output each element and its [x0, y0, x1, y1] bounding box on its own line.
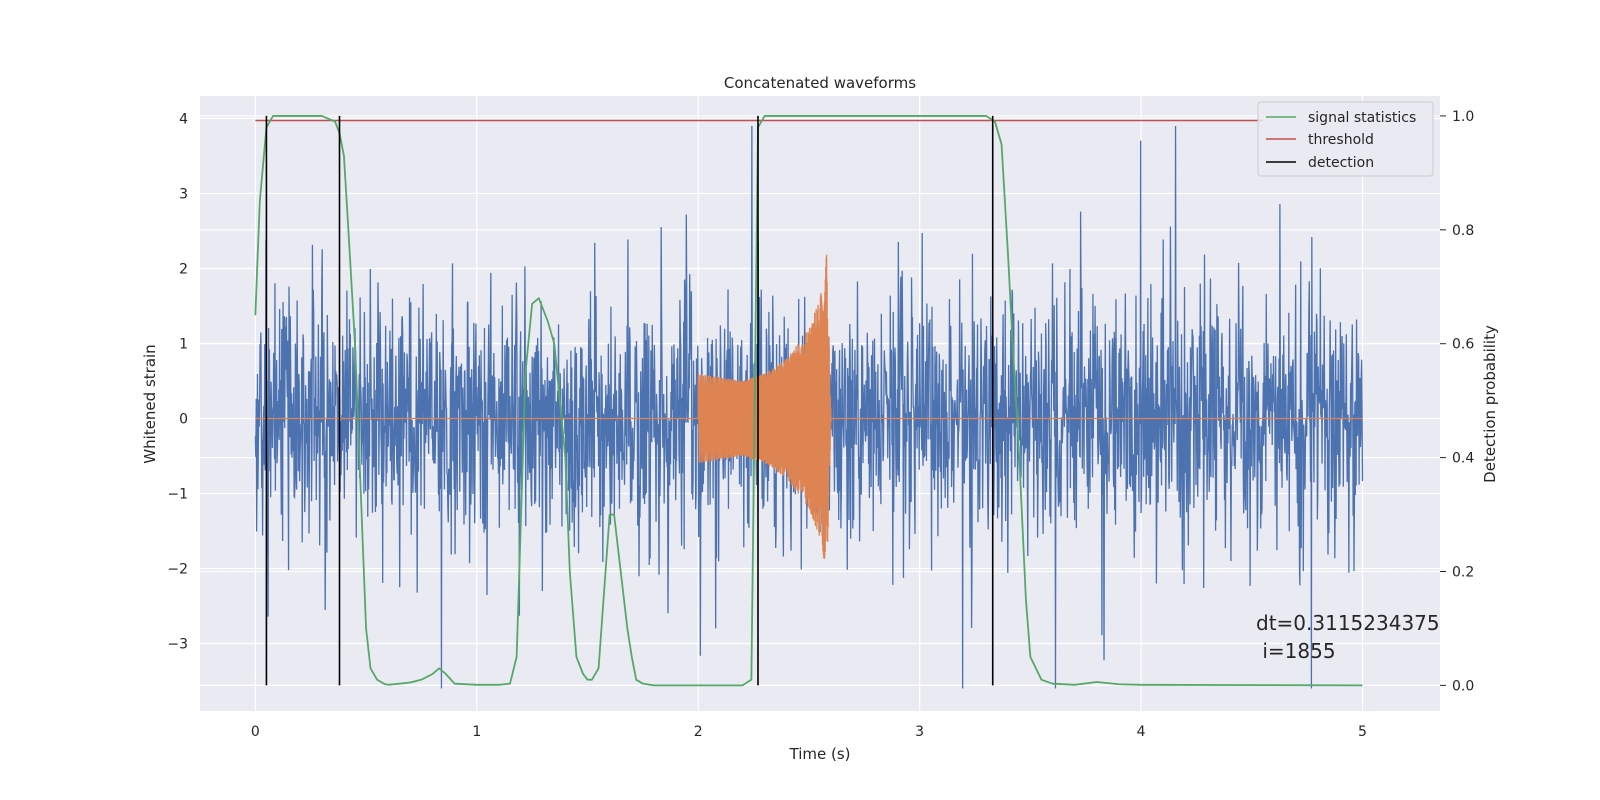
y2-tick-label: 0.2 — [1452, 564, 1474, 580]
x-tick-label: 0 — [251, 724, 260, 740]
legend-box — [1257, 101, 1434, 177]
y-tick-label: −2 — [167, 562, 188, 578]
legend-label-signal-statistics: signal statistics — [1308, 110, 1416, 126]
y-tick-label: 4 — [179, 112, 188, 128]
x-tick-label: 2 — [694, 724, 703, 740]
legend-label-detection: detection — [1308, 155, 1374, 171]
annotation-dt: dt=0.3115234375 — [1256, 611, 1440, 635]
y2-tick-label: 1.0 — [1452, 109, 1474, 125]
y-tick-label: 0 — [179, 412, 188, 428]
y2-tick-label: 0.6 — [1452, 337, 1474, 353]
y-tick-label: 3 — [179, 187, 188, 203]
y-tick-label: 1 — [179, 337, 188, 353]
x-axis-label: Time (s) — [789, 745, 851, 763]
ticks: 0 1 2 3 4 5 −3 −2 −1 0 1 2 3 4 0.0 0.2 0.4 0.6 0.8 1.0 — [167, 109, 1474, 740]
legend: signal statistics threshold detection — [1257, 101, 1434, 177]
x-tick-label: 5 — [1358, 724, 1367, 740]
chart-title: Concatenated waveforms — [724, 74, 916, 92]
legend-label-threshold: threshold — [1308, 132, 1374, 148]
y-tick-label: 2 — [179, 262, 188, 278]
y-tick-label: −3 — [167, 637, 188, 653]
injected-signal-line — [255, 254, 1363, 559]
y-axis-label: Whitened strain — [141, 344, 159, 463]
annotation-index: i=1855 — [1256, 639, 1336, 663]
y2-tick-label: 0.8 — [1452, 223, 1474, 239]
x-tick-label: 3 — [915, 724, 924, 740]
signal-statistics-line — [254, 115, 1363, 687]
y2-tick-label: 0.4 — [1452, 451, 1474, 467]
y-tick-label: −1 — [167, 487, 188, 503]
x-tick-label: 1 — [472, 724, 481, 740]
y2-axis-label: Detection probability — [1481, 325, 1499, 483]
y2-tick-label: 0.0 — [1452, 678, 1474, 694]
x-tick-label: 4 — [1137, 724, 1146, 740]
data-layer — [254, 115, 1364, 689]
